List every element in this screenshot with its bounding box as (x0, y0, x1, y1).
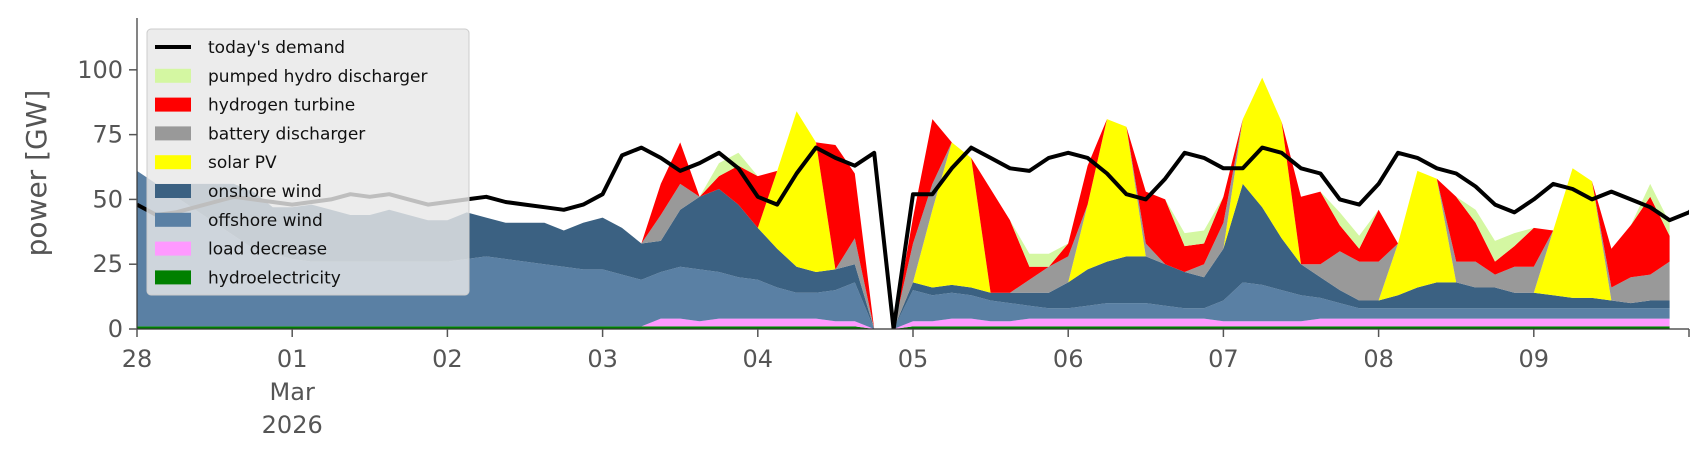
x-tick-label: 09 (1519, 345, 1550, 373)
x-tick-month: Mar (270, 378, 315, 406)
legend-label: pumped hydro discharger (208, 67, 427, 87)
area-hydrogen-turbine (137, 77, 1670, 329)
legend-label: hydroelectricity (208, 268, 341, 288)
x-tick-label: 05 (898, 345, 929, 373)
y-tick-label: 75 (92, 121, 123, 149)
y-axis-label: power [GW] (20, 90, 53, 257)
x-tick-label: 04 (743, 345, 774, 373)
y-tick-label: 100 (77, 56, 123, 84)
stacked-areas (137, 77, 1670, 329)
legend-swatch (155, 155, 191, 170)
x-tick-label: 07 (1208, 345, 1239, 373)
axes: 0 25 50 75 100 28 01 Mar 2026 02 03 04 05 06 07 08 09 (77, 18, 1690, 439)
y-tick-label: 0 (108, 315, 123, 343)
y-tick-label: 50 (92, 185, 123, 213)
x-tick-label: 01 (277, 345, 308, 373)
legend: today's demand pumped hydro discharger hyd… (146, 28, 470, 296)
x-tick-label: 02 (432, 345, 463, 373)
legend-swatch (155, 270, 191, 285)
legend-label: load decrease (208, 240, 327, 260)
legend-swatch (155, 184, 191, 198)
legend-swatch (155, 241, 191, 256)
legend-swatch (155, 126, 191, 141)
area-onshore-wind (137, 170, 1670, 329)
legend-label: battery discharger (208, 124, 365, 144)
area-offshore-wind (137, 170, 1670, 329)
y-tick-label: 25 (92, 250, 123, 278)
x-tick-label: 28 (122, 345, 153, 373)
legend-label: offshore wind (208, 211, 323, 231)
legend-swatch (155, 97, 191, 112)
legend-label: today's demand (208, 38, 345, 58)
x-tick-label: 08 (1363, 345, 1394, 373)
area-hydroelectricity (137, 326, 1670, 329)
legend-label: onshore wind (208, 182, 322, 202)
legend-box (146, 28, 470, 296)
x-tick-label: 06 (1053, 345, 1084, 373)
legend-label: hydrogen turbine (208, 96, 355, 116)
legend-swatch (155, 68, 191, 83)
legend-label: solar PV (208, 153, 277, 173)
x-tick-label: 03 (587, 345, 618, 373)
x-tick-year: 2026 (262, 411, 323, 439)
legend-swatch (155, 212, 191, 227)
